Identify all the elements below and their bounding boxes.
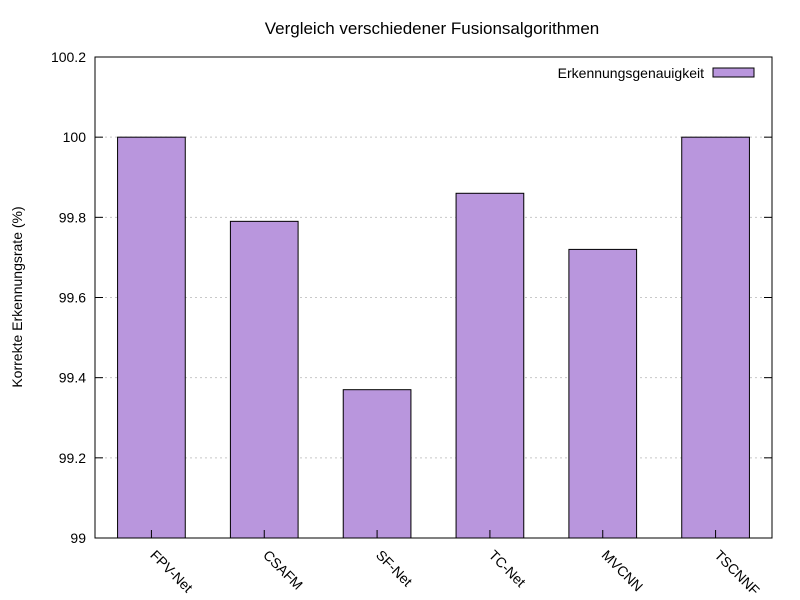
bar-fpv-net xyxy=(117,136,186,539)
y-tick-label: 100.2 xyxy=(51,49,86,65)
y-tick-label: 99 xyxy=(70,530,86,546)
chart-title: Vergleich verschiedener Fusionsalgorithm… xyxy=(265,19,600,38)
bar-tc-net xyxy=(455,192,525,539)
y-tick-label: 99.8 xyxy=(59,209,86,225)
bar-csafm xyxy=(229,220,299,539)
legend-label: Erkennungsgenauigkeit xyxy=(558,65,704,81)
x-tick-label: TSCNNF xyxy=(711,547,762,598)
x-tick-label: TC-Net xyxy=(486,547,529,590)
x-tick-label: MVCNN xyxy=(599,547,647,595)
x-tick-label: CSAFM xyxy=(260,547,306,593)
y-axis-label: Korrekte Erkennungsrate (%) xyxy=(9,206,25,387)
bar-sf-net xyxy=(342,389,412,539)
bars xyxy=(117,136,750,539)
x-tick-label: SF-Net xyxy=(373,547,416,590)
y-tick-label: 99.2 xyxy=(59,450,86,466)
legend-swatch xyxy=(712,67,755,78)
bar-tscnnf xyxy=(681,136,750,539)
y-tick-label: 99.6 xyxy=(59,290,86,306)
bar-mvcnn xyxy=(568,248,638,539)
legend: Erkennungsgenauigkeit xyxy=(558,65,755,81)
y-tick-label: 100 xyxy=(63,129,87,145)
grid-lines xyxy=(95,136,772,459)
y-tick-label: 99.4 xyxy=(59,370,86,386)
x-tick-label: FPV-Net xyxy=(147,547,196,596)
